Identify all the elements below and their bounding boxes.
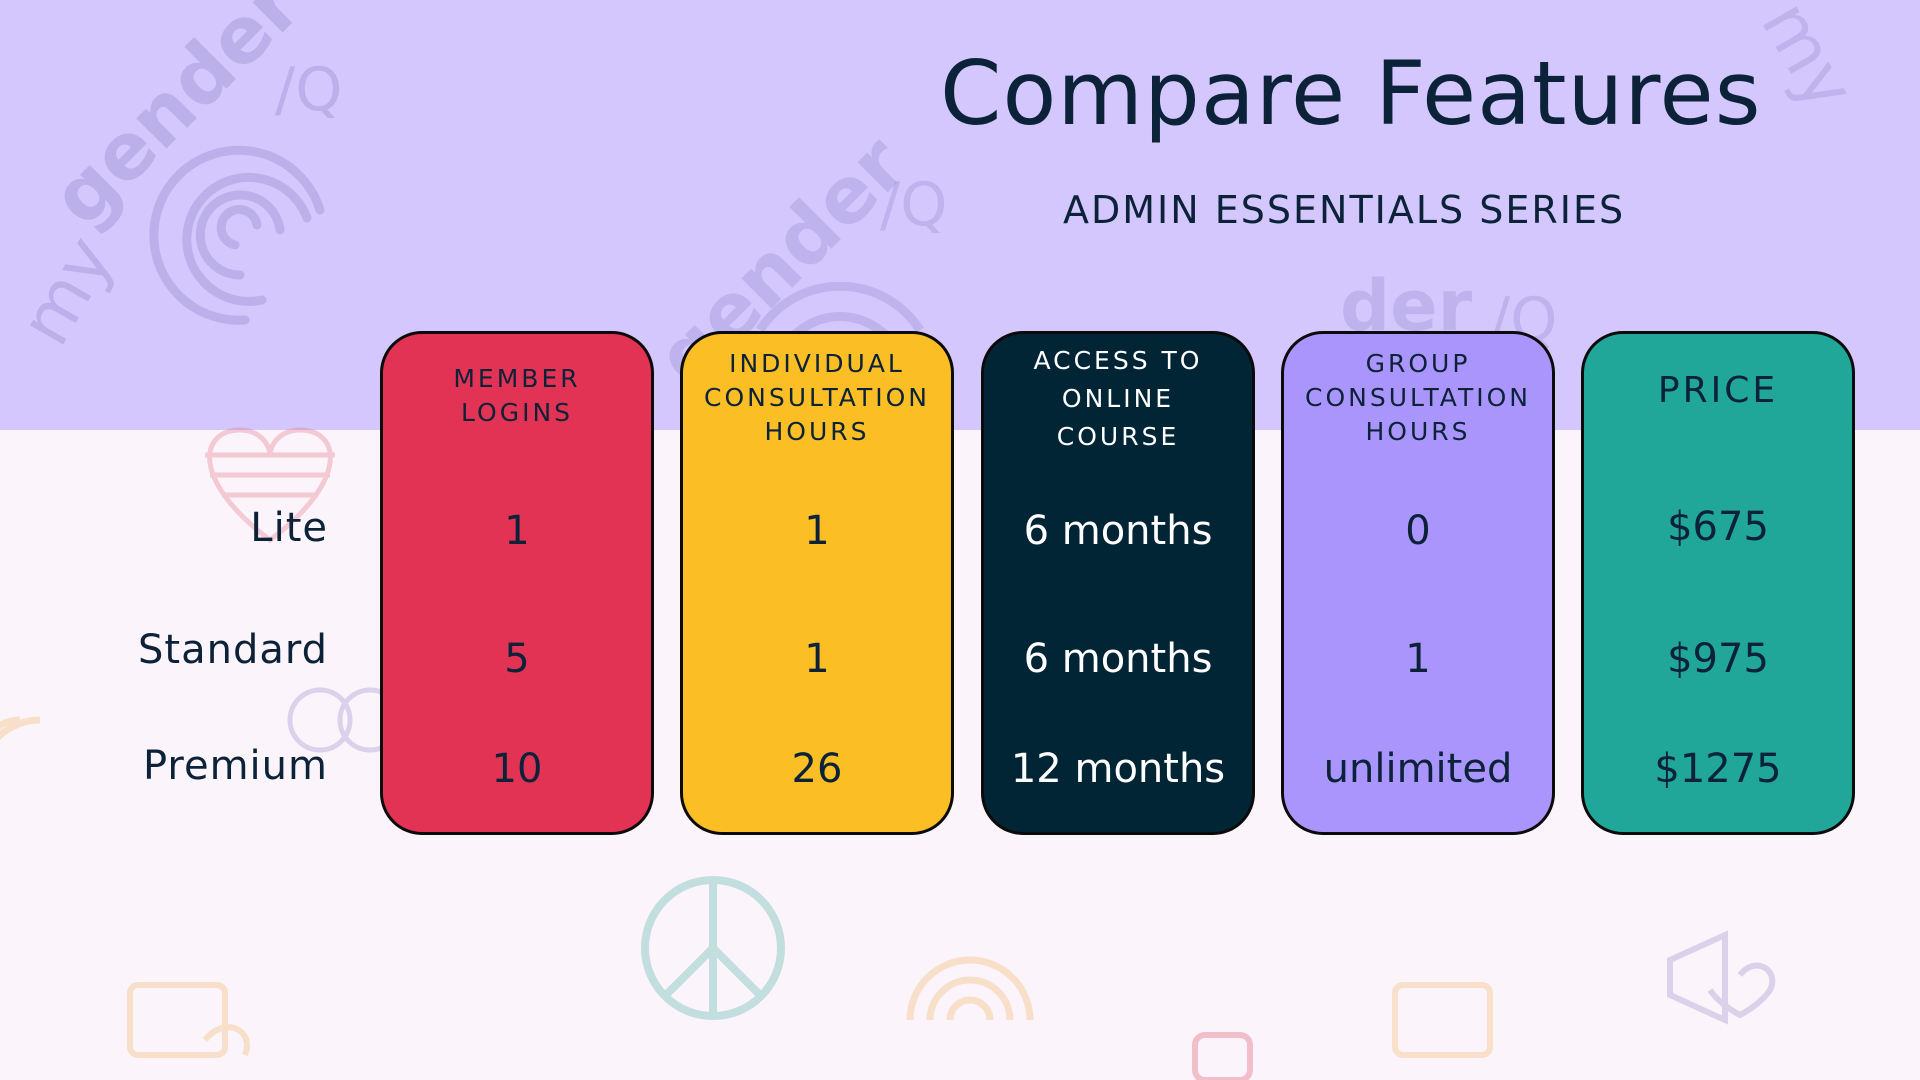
feature-card-group-consultation: GROUP CONSULTATION HOURS 0 1 unlimited [1281,331,1555,835]
peace-icon [641,876,785,1020]
card-value-premium: 26 [791,746,843,792]
chat-heart-icon-2 [1392,982,1493,1058]
card-header-line: GROUP [1365,349,1471,378]
card-header-line: HOURS [764,417,870,446]
card-value-premium: 10 [491,746,543,792]
megaphone-heart-icon [1667,930,1776,1025]
card-header-line: PRICE [1657,370,1779,411]
card-value-lite: 1 [504,508,530,554]
card-value-lite: 0 [1405,508,1431,554]
card-value-lite: 6 months [1023,508,1213,554]
card-value-premium: unlimited [1323,746,1513,792]
tier-label-premium: Premium [143,743,328,789]
tier-label-lite: Lite [250,505,328,551]
card-value-standard: 5 [504,636,530,682]
card-header-line: HOURS [1365,417,1471,446]
card-header-line: COURSE [1056,422,1180,451]
card-header-line: INDIVIDUAL [729,349,905,378]
card-value-standard: 1 [1405,636,1431,682]
feature-card-individual-consultation: INDIVIDUAL CONSULTATION HOURS 1 1 26 [680,331,954,835]
card-value-standard: 6 months [1023,636,1213,682]
card-header-line: LOGINS [460,398,574,427]
page-title: Compare Features [940,42,1762,145]
tier-label-standard: Standard [138,627,328,673]
rainbow-icon-2 [0,716,41,741]
card-header-line: MEMBER [453,364,581,393]
card-header-line: ONLINE [1061,384,1175,413]
card-value-lite: 1 [804,508,830,554]
feature-card-member-logins: MEMBER LOGINS 1 5 10 [380,331,654,835]
card-value-premium: $1275 [1654,746,1782,792]
card-value-standard: $975 [1667,636,1769,682]
card-header-line: CONSULTATION [1304,383,1531,412]
page-subtitle: ADMIN ESSENTIALS SERIES [1063,188,1626,232]
rainbow-icon [906,956,1034,1021]
feature-card-price: PRICE $675 $975 $1275 [1581,331,1855,835]
card-header: MEMBER LOGINS [383,362,651,430]
fist-icon [1192,1032,1253,1080]
card-header: PRICE [1584,370,1852,411]
card-value-premium: 12 months [1010,746,1226,792]
card-header: ACCESS TO ONLINE COURSE [984,342,1252,456]
card-header: GROUP CONSULTATION HOURS [1284,347,1552,449]
card-value-lite: $675 [1667,504,1769,550]
card-header: INDIVIDUAL CONSULTATION HOURS [683,347,951,449]
card-header-line: ACCESS TO [1033,346,1203,375]
card-header-line: CONSULTATION [703,383,930,412]
chat-heart-icon [127,982,250,1058]
card-value-standard: 1 [804,636,830,682]
feature-card-online-course: ACCESS TO ONLINE COURSE 6 months 6 month… [981,331,1255,835]
